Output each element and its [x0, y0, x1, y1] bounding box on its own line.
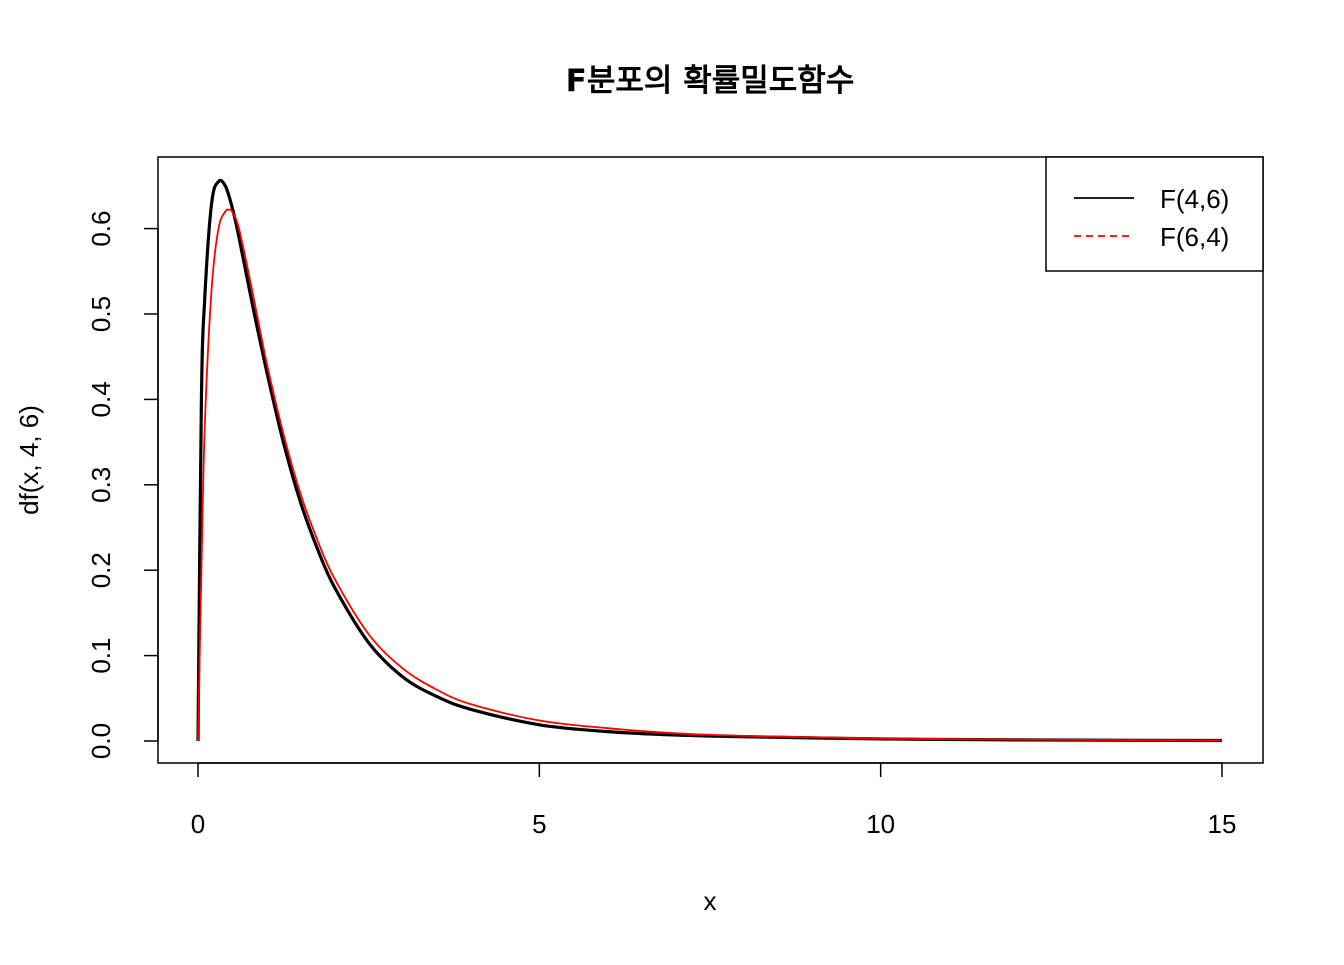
legend: F(4,6) F(6,4) [1045, 156, 1264, 272]
series-layer [196, 178, 1223, 743]
legend-label-f46: F(4,6) [1160, 184, 1229, 214]
x-tick-label: 0 [191, 809, 205, 839]
y-tick-label: 0.1 [86, 638, 116, 674]
series-line-f64 [197, 208, 1223, 742]
y-tick-label: 0.2 [86, 552, 116, 588]
y-tick-label: 0.5 [86, 296, 116, 332]
y-axis: 0.0 0.1 0.2 0.3 0.4 0.5 0.6 [86, 211, 159, 759]
y-tick-label: 0.3 [86, 467, 116, 503]
x-tick-label: 15 [1208, 809, 1237, 839]
legend-label-f64: F(6,4) [1160, 222, 1229, 252]
chart-title: F분포의 확률밀도함수 [566, 63, 855, 99]
y-tick-label: 0.4 [86, 381, 116, 417]
y-tick-label: 0.0 [86, 723, 116, 759]
x-tick-label: 10 [866, 809, 895, 839]
x-axis-label: x [704, 886, 717, 916]
x-tick-label: 5 [532, 809, 546, 839]
y-tick-label: 0.6 [86, 211, 116, 247]
y-axis-label: df(x, 4, 6) [14, 405, 44, 515]
legend-box [1045, 156, 1264, 272]
x-axis: 0 5 10 15 [191, 762, 1237, 839]
